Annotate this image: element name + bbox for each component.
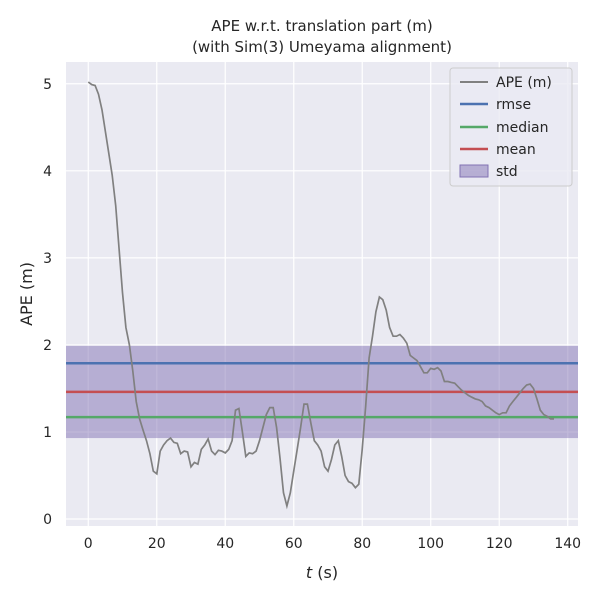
y-tick-label: 3 — [43, 251, 52, 267]
legend-label-ape: APE (m) — [496, 75, 552, 91]
legend-box — [449, 67, 573, 187]
legend-label-rmse: rmse — [496, 97, 531, 113]
y-tick-label: 5 — [43, 77, 52, 93]
x-tick-label: 40 — [216, 536, 234, 552]
y-axis-label: APE (m) — [17, 262, 36, 326]
x-tick-label: 60 — [285, 536, 303, 552]
y-tick-label: 1 — [43, 425, 52, 441]
legend: APE (m) rmse median mean std — [449, 67, 573, 187]
x-tick-label: 20 — [148, 536, 166, 552]
chart-title-line2: (with Sim(3) Umeyama alignment) — [192, 38, 452, 56]
x-axis-label-unit: (s) — [312, 563, 338, 582]
legend-label-std: std — [496, 164, 518, 180]
x-axis-label: t (s) — [306, 563, 338, 582]
legend-label-mean: mean — [496, 142, 536, 158]
x-tick-label: 100 — [417, 536, 444, 552]
y-tick-label: 2 — [43, 338, 52, 354]
x-tick-label: 80 — [353, 536, 371, 552]
x-axis-label-var: t — [306, 563, 313, 582]
legend-swatch-std — [459, 164, 489, 178]
x-tick-label: 140 — [554, 536, 581, 552]
x-tick-label: 0 — [84, 536, 93, 552]
y-tick-labels: 0 1 2 3 4 5 — [43, 77, 52, 528]
x-tick-label: 120 — [486, 536, 513, 552]
x-tick-labels: 0 20 40 60 80 100 120 140 — [84, 536, 581, 552]
stat-lines — [66, 361, 578, 419]
ape-series-line — [87, 81, 554, 510]
legend-label-median: median — [496, 120, 548, 136]
y-tick-label: 0 — [43, 512, 52, 528]
y-tick-label: 4 — [43, 164, 52, 180]
chart-title-line1: APE w.r.t. translation part (m) — [211, 17, 432, 35]
